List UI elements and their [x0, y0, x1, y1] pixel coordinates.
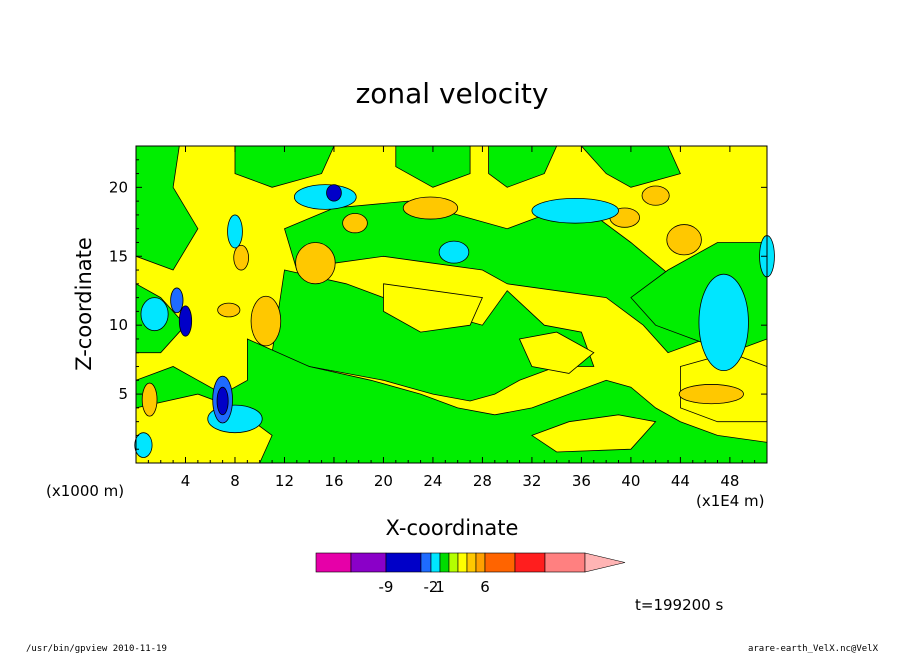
plot-frame: [135, 145, 768, 464]
x-tick-label: 48: [720, 472, 739, 490]
colorbar-label: -9: [379, 578, 394, 596]
orange-blob: [666, 224, 702, 256]
colorbar-bin: [466, 552, 477, 573]
orange-blob: [217, 302, 241, 318]
colorbar-label: -2: [424, 578, 439, 596]
cyan-blob: [531, 197, 619, 224]
footer-right: arare-earth_VelX.nc@VelX: [748, 644, 879, 654]
x-tick-label: 4: [181, 472, 191, 490]
dark-blue-blob: [216, 386, 229, 416]
orange-blob: [233, 244, 249, 271]
yellow-region: [383, 283, 483, 333]
cyan-blob: [293, 184, 357, 210]
x-tick-label: 36: [572, 472, 591, 490]
colorbar-bin: [315, 552, 352, 573]
orange-blob: [678, 384, 744, 405]
colorbar-arrow: [584, 552, 626, 573]
colorbar-bin: [439, 552, 450, 573]
x-axis: 4 8 12 16 20 24 28 32 36 40 44 48: [147, 146, 756, 490]
time-label: t=199200 s: [635, 596, 723, 614]
x-tick-label: 28: [473, 472, 492, 490]
yellow-region: [518, 331, 595, 374]
x-axis-label: X-coordinate: [386, 516, 519, 540]
orange-blob: [342, 213, 368, 234]
colorbar-bin: [420, 552, 432, 573]
colorbar-bin: [448, 552, 459, 573]
dark-blue-blob: [326, 184, 342, 202]
y-axis-label: Z-coordinate: [72, 237, 96, 371]
y-tick-label: 15: [109, 247, 128, 265]
x-tick-label: 8: [230, 472, 240, 490]
x-tick-label: 40: [621, 472, 640, 490]
footer-left: /usr/bin/gpview 2010-11-19: [26, 644, 167, 654]
x-unit-label: (x1E4 m): [696, 492, 765, 510]
orange-blob: [250, 295, 282, 347]
cyan-blob: [227, 214, 243, 249]
y-axis: 5 10 15 20: [109, 159, 767, 450]
y-tick-label: 5: [118, 385, 128, 403]
chart-title: zonal velocity: [356, 77, 549, 110]
colorbar-bin: [514, 552, 546, 573]
colorbar-label: 1: [435, 578, 445, 596]
orange-blob: [641, 185, 670, 206]
cyan-blob: [134, 432, 153, 458]
colorbar-bin: [350, 552, 387, 573]
y-tick-label: 10: [109, 316, 128, 334]
green-region: [284, 200, 706, 354]
x-tick-label: 16: [324, 472, 343, 490]
cyan-blob: [438, 240, 470, 264]
blue-blob: [170, 287, 184, 314]
velocity-field: [134, 145, 775, 464]
dark-blue-blob: [178, 305, 193, 337]
x-tick-label: 24: [423, 472, 442, 490]
orange-blob: [402, 196, 459, 220]
x-tick-label: 12: [275, 472, 294, 490]
y-tick-label: 20: [109, 178, 128, 196]
colorbar-bin: [484, 552, 516, 573]
colorbar-bin: [457, 552, 468, 573]
y-unit-label: (x1000 m): [46, 482, 124, 500]
colorbar-bin: [385, 552, 422, 573]
yellow-region: [531, 414, 657, 453]
colorbar-bin: [430, 552, 441, 573]
colorbar-label: 6: [480, 578, 490, 596]
colorbar: [315, 552, 626, 573]
cyan-blob: [140, 297, 169, 332]
x-tick-label: 44: [671, 472, 690, 490]
orange-blob: [295, 242, 336, 285]
x-tick-label: 32: [522, 472, 541, 490]
cyan-blob: [698, 273, 749, 372]
x-tick-label: 20: [374, 472, 393, 490]
colorbar-labels: -9 -21 6: [379, 578, 490, 596]
orange-blob: [141, 382, 158, 417]
colorbar-bin: [544, 552, 586, 573]
colorbar-bin: [475, 552, 486, 573]
